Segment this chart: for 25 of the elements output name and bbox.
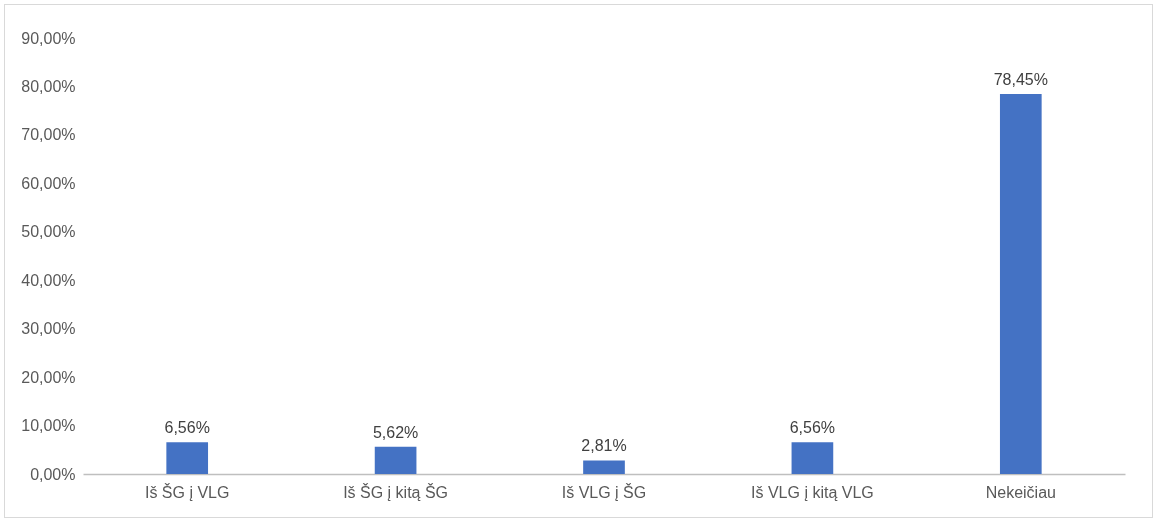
x-tick-label: Iš ŠG į kitą ŠG [343, 482, 449, 501]
data-label: 78,45% [993, 70, 1048, 88]
bar [583, 460, 625, 474]
y-tick-label: 0,00% [30, 465, 76, 483]
data-label: 5,62% [372, 423, 419, 441]
bar [999, 93, 1042, 474]
y-tick-label: 40,00% [21, 271, 76, 289]
y-tick-label: 10,00% [21, 417, 76, 435]
x-tick-label: Nekeičiau [985, 483, 1056, 501]
data-label: 6,56% [789, 419, 836, 437]
y-tick-label: 80,00% [21, 77, 76, 95]
bar [374, 446, 417, 474]
data-label: 2,81% [581, 437, 627, 455]
bar [791, 442, 834, 474]
y-tick-label: 50,00% [21, 223, 76, 241]
y-tick-label: 70,00% [21, 126, 76, 144]
x-tick-label: Iš VLG į kitą VLG [751, 483, 874, 501]
y-tick-label: 90,00% [21, 29, 76, 47]
x-tick-label: Iš VLG į ŠG [561, 482, 647, 501]
data-label: 6,56% [164, 419, 210, 437]
y-tick-label: 60,00% [21, 174, 76, 192]
bar [166, 442, 209, 474]
y-tick-label: 20,00% [21, 368, 76, 386]
x-tick-label: Iš ŠG į VLG [144, 482, 230, 501]
y-tick-label: 30,00% [21, 320, 76, 338]
